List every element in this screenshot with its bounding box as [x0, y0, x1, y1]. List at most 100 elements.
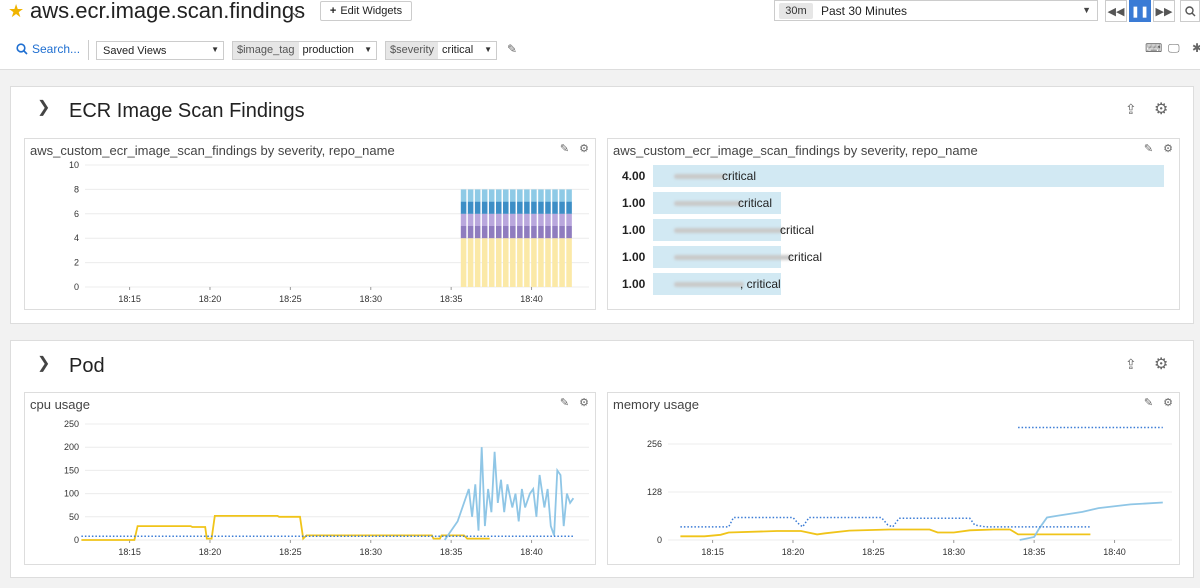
- toplist-value: 1.00: [622, 250, 646, 264]
- stacked-bar-segment: [481, 226, 488, 239]
- stacked-bar-segment: [495, 189, 502, 202]
- toplist-value: 4.00: [622, 169, 646, 183]
- edit-widgets-button[interactable]: + Edit Widgets: [320, 1, 412, 21]
- stacked-bar-segment: [503, 201, 509, 214]
- monitor-icon[interactable]: 🖵: [1168, 41, 1180, 55]
- favorite-star-icon[interactable]: ★: [8, 1, 25, 21]
- image-tag-key: $image_tag: [233, 42, 299, 59]
- gear-icon[interactable]: ⚙: [579, 143, 589, 155]
- memory-line-chart: 0 128 256 18:15 18:20 18:25 18:30 18:35 18:40: [647, 426, 1172, 557]
- toplist-label: critical: [780, 223, 815, 237]
- gear-icon[interactable]: ⚙: [1154, 356, 1169, 373]
- y-tick-label: 0: [74, 535, 79, 545]
- image-tag-variable[interactable]: $image_tag production ▼: [232, 41, 377, 60]
- chevron-down-icon[interactable]: ⌄: [290, 4, 301, 19]
- stacked-bar-segment: [559, 213, 565, 226]
- search-field[interactable]: Search...: [16, 42, 80, 56]
- stacked-bar-segment: [474, 201, 481, 214]
- widget-stacked-bar: aws_custom_ecr_image_scan_findings by se…: [24, 138, 596, 310]
- x-tick-label: 18:35: [440, 547, 463, 557]
- settings-gear-icon[interactable]: ✱: [1192, 41, 1200, 55]
- y-tick-label: 10: [69, 160, 79, 170]
- toplist-row[interactable]: 1.00 critical: [608, 192, 1179, 214]
- chevron-collapse-icon[interactable]: ❯: [37, 355, 51, 372]
- stacked-bar-segment: [552, 226, 558, 239]
- share-icon[interactable]: ⇪: [1125, 356, 1137, 372]
- time-range-label: Past 30 Minutes: [821, 4, 908, 18]
- stacked-bar-segment: [510, 238, 516, 287]
- stacked-bar-segment: [510, 213, 516, 226]
- severity-value: critical ▼: [442, 44, 492, 56]
- gear-icon[interactable]: ⚙: [1163, 143, 1173, 155]
- toplist-label: , critical: [740, 277, 781, 291]
- chevron-collapse-icon[interactable]: ❯: [37, 99, 51, 116]
- stacked-bar-segment: [460, 189, 467, 202]
- stacked-bar-segment: [524, 201, 530, 214]
- widget-memory-usage: memory usage ✎ ⚙ 0 128 256 18:15 18:20 18:25 18…: [607, 392, 1180, 565]
- y-tick-label: 4: [74, 233, 79, 243]
- toplist-row[interactable]: 1.00 , critical: [608, 273, 1179, 295]
- stacked-bar-segment: [531, 226, 537, 239]
- stacked-bar-segment: [545, 238, 551, 287]
- keyboard-icon[interactable]: ⌨: [1145, 41, 1163, 55]
- fast-forward-icon[interactable]: ▶▶: [1153, 0, 1175, 22]
- x-tick-label: 18:15: [701, 547, 724, 557]
- toplist-row[interactable]: 1.00 critical: [608, 246, 1179, 268]
- toplist-row[interactable]: 4.00 critical: [608, 165, 1179, 187]
- redacted-repo-name: [674, 228, 784, 233]
- stacked-bar-segment: [517, 201, 523, 214]
- caret-down-icon: ▼: [364, 45, 372, 54]
- stacked-bar-segment: [531, 213, 537, 226]
- share-icon[interactable]: ⇪: [1125, 101, 1137, 117]
- toplist-label: critical: [738, 196, 773, 210]
- stacked-bar-segment: [481, 189, 488, 202]
- stacked-bar-segment: [538, 201, 544, 214]
- search-icon[interactable]: [1180, 0, 1200, 22]
- pause-icon[interactable]: ❚❚: [1129, 0, 1151, 22]
- toplist-row[interactable]: 1.00 critical: [608, 219, 1179, 241]
- gear-icon[interactable]: ⚙: [1163, 397, 1173, 409]
- gear-icon[interactable]: ⚙: [579, 397, 589, 409]
- stacked-bar-segment: [503, 189, 509, 202]
- y-tick-label: 250: [64, 419, 79, 429]
- stacked-bar-segment: [474, 238, 481, 287]
- stacked-bar-segment: [566, 201, 572, 214]
- toplist-label: critical: [788, 250, 823, 264]
- group-title: Pod: [69, 355, 105, 377]
- widget-title: aws_custom_ecr_image_scan_findings by se…: [30, 143, 395, 158]
- stacked-bar-segment: [460, 226, 467, 239]
- stacked-bar-segment: [545, 201, 551, 214]
- pencil-icon[interactable]: ✎: [1143, 143, 1154, 155]
- pencil-icon[interactable]: ✎: [507, 42, 518, 56]
- stacked-bar-segment: [538, 226, 544, 239]
- edit-widgets-label: Edit Widgets: [340, 5, 403, 17]
- x-tick-label: 18:15: [118, 294, 141, 304]
- gear-icon[interactable]: ⚙: [1154, 101, 1169, 118]
- stacked-bar-segment: [467, 238, 474, 287]
- toplist-bar: [653, 165, 1164, 187]
- stacked-bar-segment: [531, 189, 537, 202]
- rewind-icon[interactable]: ◀◀: [1105, 0, 1127, 22]
- stacked-bar-segment: [566, 189, 572, 202]
- stacked-bar-segment: [559, 226, 565, 239]
- stacked-bar-segment: [566, 226, 572, 239]
- severity-variable[interactable]: $severity critical ▼: [385, 41, 497, 60]
- pencil-icon[interactable]: ✎: [559, 143, 570, 155]
- stacked-bar-segment: [495, 226, 502, 239]
- stacked-bar-segment: [467, 201, 474, 214]
- stacked-bar-segment: [559, 189, 565, 202]
- pencil-icon[interactable]: ✎: [559, 397, 570, 409]
- stacked-bar-segment: [467, 189, 474, 202]
- series-line: [680, 516, 1091, 528]
- redacted-repo-name: [674, 201, 742, 206]
- pencil-icon[interactable]: ✎: [1143, 397, 1154, 409]
- y-tick-label: 0: [74, 282, 79, 292]
- time-range-selector[interactable]: 30m Past 30 Minutes ▼: [774, 0, 1098, 21]
- stacked-bar-segment: [460, 213, 467, 226]
- saved-views-select[interactable]: Saved Views ▼: [96, 41, 224, 60]
- x-tick-label: 18:30: [359, 294, 382, 304]
- stacked-bar-segment: [481, 238, 488, 287]
- caret-down-icon: ▼: [1082, 5, 1091, 15]
- stacked-bar-segment: [503, 213, 509, 226]
- series-line: [443, 447, 575, 541]
